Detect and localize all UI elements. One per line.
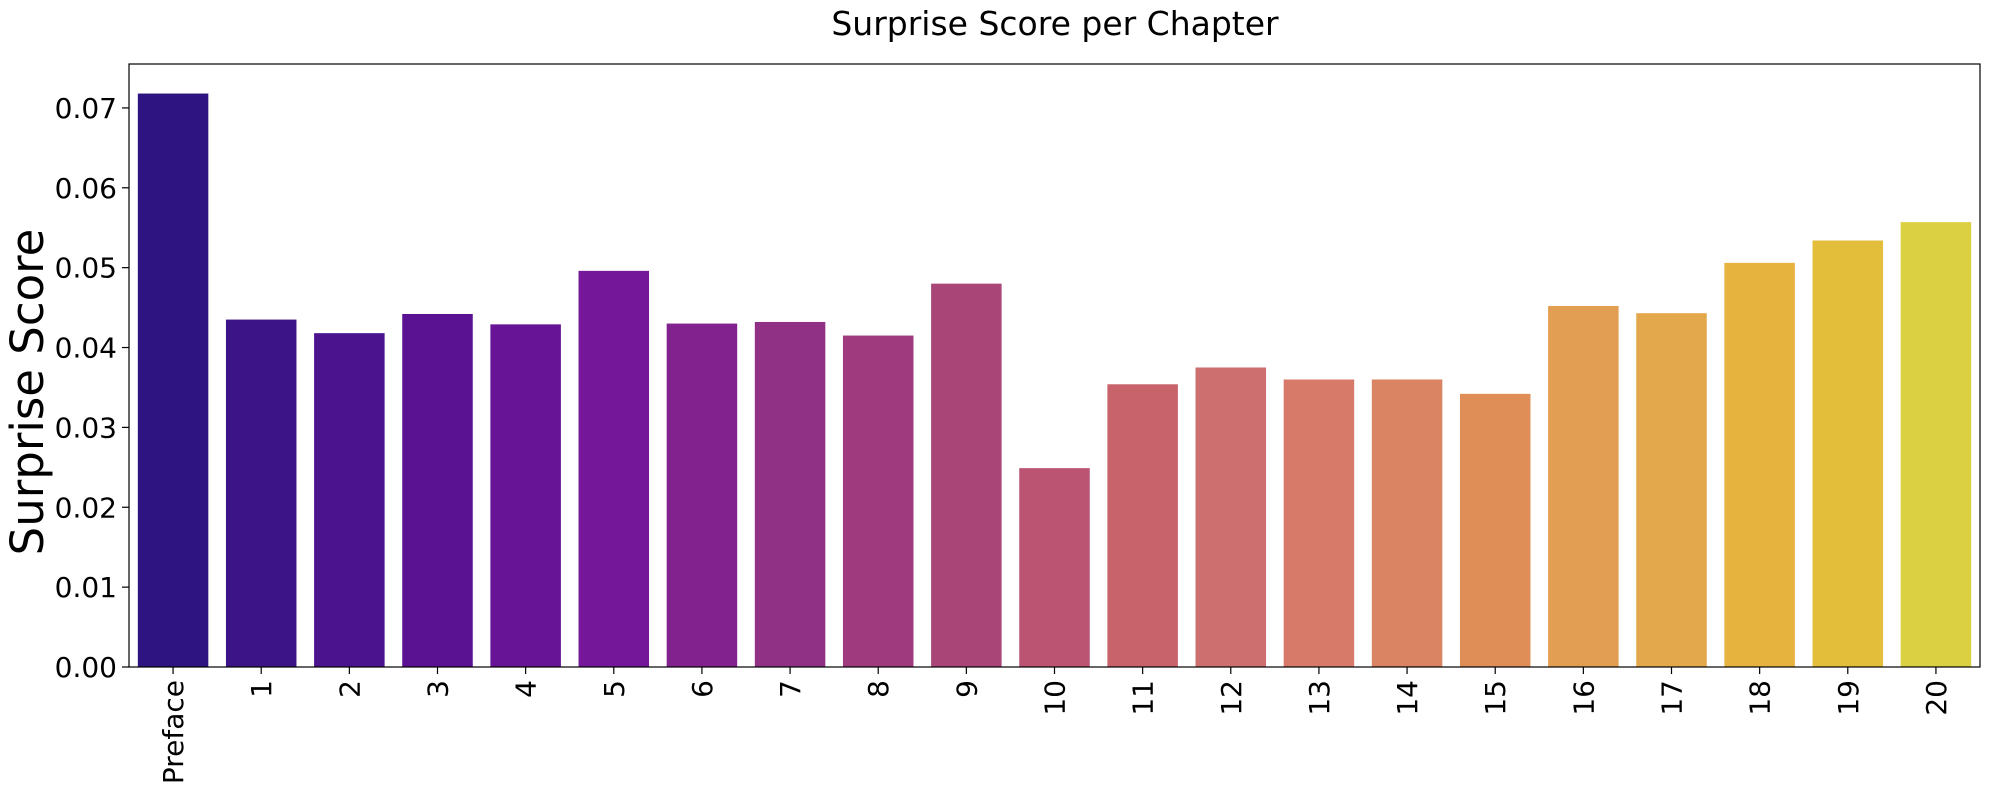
y-tick-label: 0.05 — [55, 252, 117, 285]
bar-18 — [1724, 262, 1795, 667]
x-tick-label: 4 — [510, 680, 543, 698]
x-tick-label: 6 — [686, 680, 719, 698]
bar-19 — [1812, 240, 1884, 668]
x-axis: Preface 1 2 3 4 5 6 7 8 9 10 11 12 13 14 15 16 17 18 19 20 — [157, 667, 1953, 784]
bar-9 — [931, 283, 1002, 667]
y-tick-label: 0.03 — [55, 411, 117, 444]
bar-11 — [1107, 384, 1178, 667]
bar-6 — [666, 323, 738, 667]
y-tick-label: 0.06 — [55, 172, 117, 205]
bar-4 — [490, 324, 561, 667]
bar-preface — [137, 93, 209, 667]
bar-20 — [1900, 222, 1972, 667]
x-tick-label: 1 — [245, 680, 278, 698]
bar-13 — [1283, 379, 1355, 667]
bar-7 — [754, 321, 826, 667]
x-tick-label: 9 — [950, 680, 983, 698]
x-tick-label: 11 — [1127, 680, 1160, 716]
x-tick-label: 7 — [774, 680, 807, 698]
x-tick-label: 16 — [1567, 680, 1600, 716]
x-tick-label: 8 — [862, 680, 895, 698]
bar-8 — [842, 335, 914, 667]
y-tick-label: 0.02 — [55, 491, 117, 524]
y-axis-label: Surprise Score — [1, 229, 54, 556]
bar-2 — [314, 333, 385, 667]
y-axis: 0.00 0.01 0.02 0.03 0.04 0.05 0.06 0.07 — [55, 92, 129, 684]
bars-group — [137, 93, 1972, 668]
x-tick-label: Preface — [157, 680, 190, 784]
bar-10 — [1019, 468, 1090, 667]
x-tick-label: 13 — [1303, 680, 1336, 716]
x-tick-label: 17 — [1656, 680, 1689, 716]
x-tick-label: 10 — [1039, 680, 1072, 716]
x-tick-label: 14 — [1391, 680, 1424, 716]
x-tick-label: 15 — [1479, 680, 1512, 716]
bar-12 — [1195, 367, 1267, 667]
y-tick-label: 0.04 — [55, 332, 117, 365]
x-tick-label: 18 — [1744, 680, 1777, 716]
x-tick-label: 3 — [422, 680, 455, 698]
x-tick-label: 2 — [333, 680, 366, 698]
y-tick-label: 0.01 — [55, 571, 117, 604]
x-tick-label: 19 — [1832, 680, 1865, 716]
bar-1 — [225, 319, 297, 667]
x-tick-label: 12 — [1215, 680, 1248, 716]
chart-title: Surprise Score per Chapter — [831, 4, 1279, 43]
plot-frame — [128, 63, 1981, 668]
x-tick-label: 5 — [598, 680, 631, 698]
y-tick-label: 0.00 — [55, 651, 117, 684]
bar-17 — [1636, 313, 1707, 667]
bar-5 — [578, 270, 650, 667]
bar-3 — [402, 313, 473, 667]
bar-15 — [1459, 393, 1531, 667]
bar-16 — [1548, 305, 1619, 667]
bar-14 — [1371, 379, 1443, 667]
x-tick-label: 20 — [1920, 680, 1953, 716]
y-tick-label: 0.07 — [55, 92, 117, 125]
